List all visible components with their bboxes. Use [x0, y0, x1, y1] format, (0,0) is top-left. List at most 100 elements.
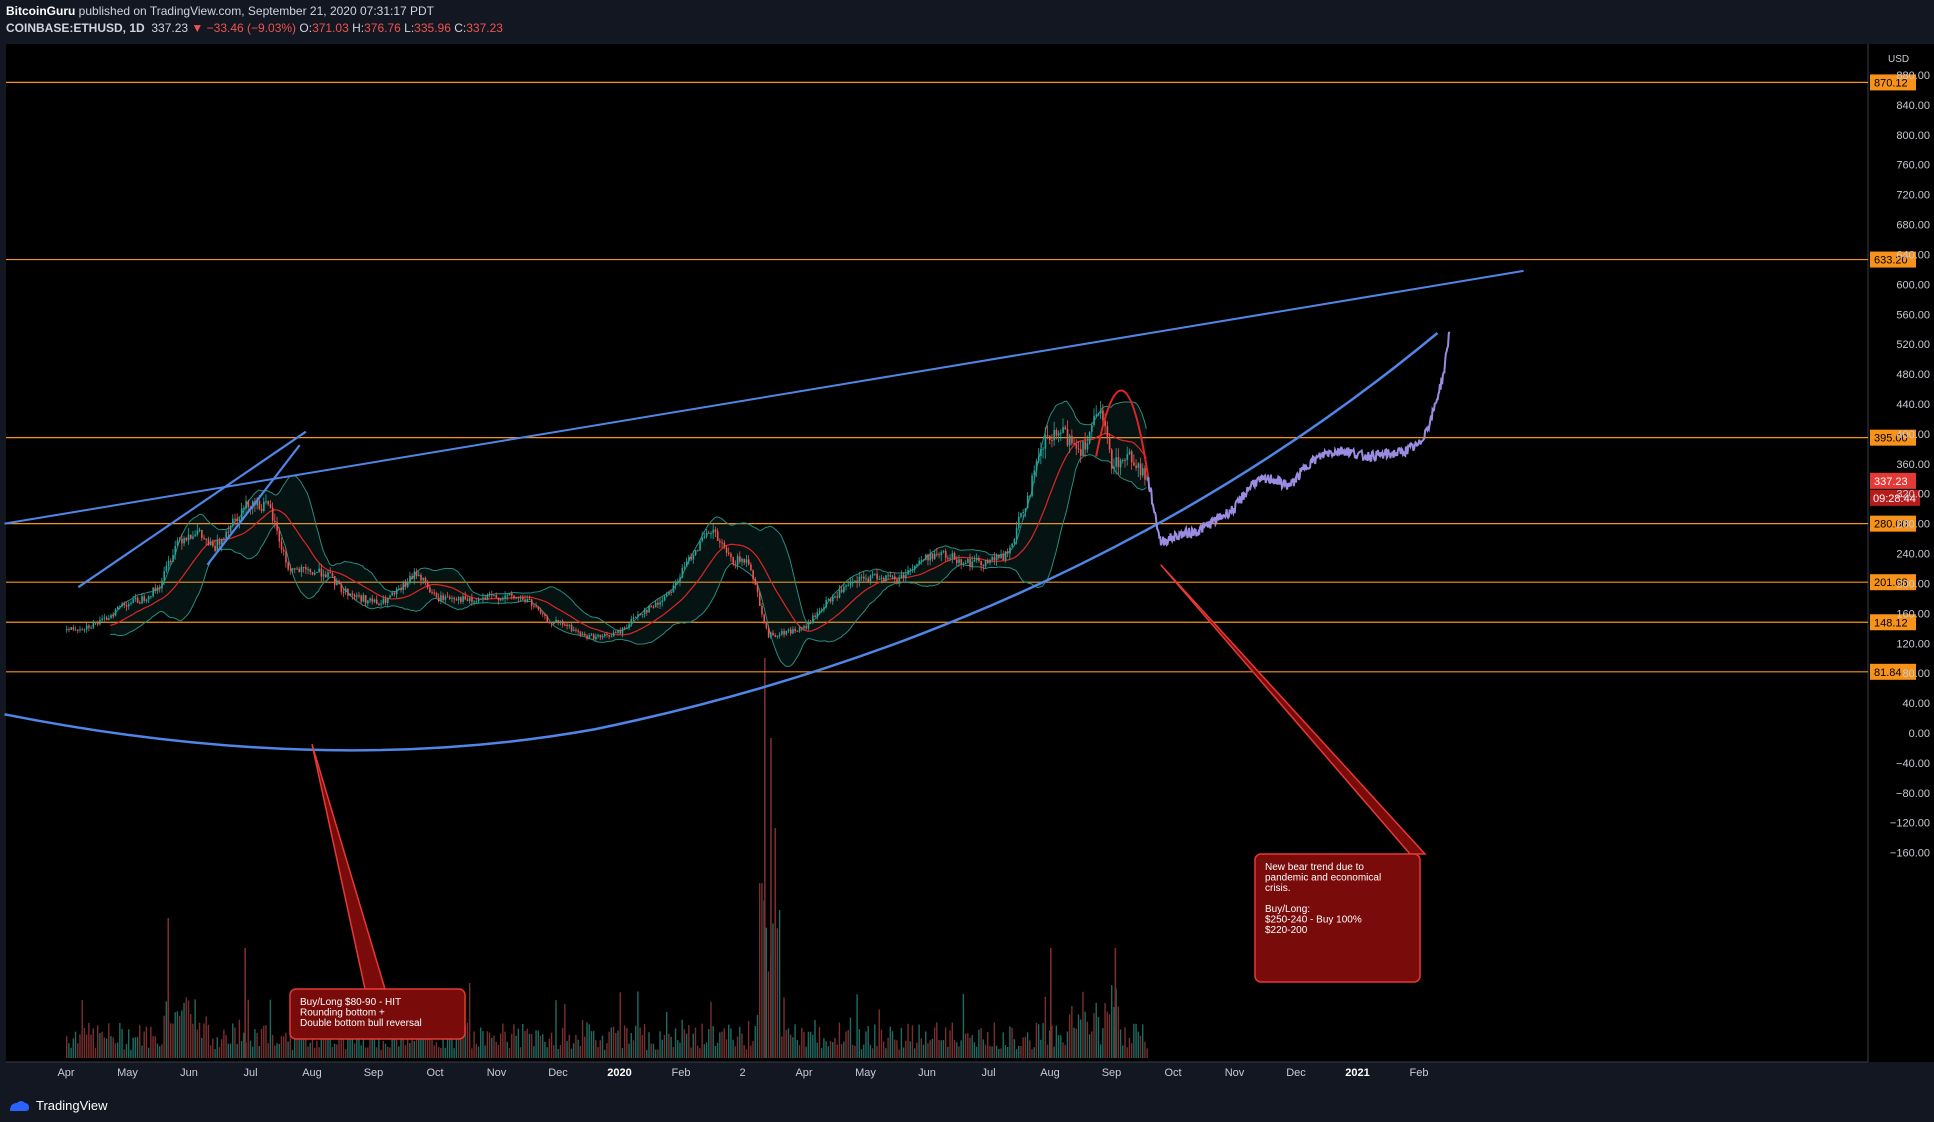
volume-spike-bar [774, 828, 777, 1058]
candle-body [588, 635, 591, 639]
candle-body [546, 616, 549, 623]
volume-bar [393, 1023, 396, 1058]
volume-bar [752, 1041, 754, 1058]
candle-body [513, 595, 515, 598]
volume-bar [506, 1041, 508, 1058]
volume-bar [497, 1044, 500, 1058]
volume-bar [287, 1041, 289, 1058]
time-axis: Apr May Jun Jul Aug Sep Oct Nov Dec 2020 Feb 2 Apr Ma… [57, 1067, 1428, 1079]
candle-body [1068, 435, 1071, 446]
volume-bar [931, 1038, 934, 1058]
candle-body [400, 588, 402, 591]
candle-body [198, 529, 201, 531]
volume-bar [533, 1046, 535, 1058]
volume-bar [1031, 1049, 1033, 1058]
candle-body [298, 568, 301, 573]
volume-bar [446, 1023, 449, 1058]
candle-body [247, 501, 250, 508]
candle-body [796, 630, 799, 632]
price-tick-label: 0.00 [1909, 728, 1930, 740]
candle-body [756, 584, 759, 593]
candle-body [801, 627, 803, 629]
volume-bar [130, 1049, 132, 1058]
volume-bar [163, 1015, 165, 1058]
candle-body [701, 537, 704, 542]
candle-body [832, 596, 834, 602]
candle-body [154, 587, 157, 592]
candle-body [1142, 468, 1144, 476]
down-arrow-icon: ▼ [191, 21, 204, 35]
volume-bar [327, 1028, 329, 1058]
candle-body [418, 574, 420, 577]
candle-body [1053, 430, 1056, 441]
volume-bar [573, 1043, 575, 1058]
candle-body [1091, 425, 1093, 432]
volume-bar [468, 982, 471, 1058]
volume-bar [1029, 1040, 1031, 1058]
candle-body [809, 621, 812, 623]
volume-bar [688, 1025, 690, 1058]
candle-body [685, 561, 688, 567]
candle-body [484, 597, 487, 600]
low-value: 335.96 [414, 21, 451, 35]
volume-bar [590, 1031, 593, 1058]
volume-bar [464, 1025, 466, 1058]
volume-bar [380, 1049, 382, 1058]
candle-body [542, 613, 544, 615]
candle-body [1064, 427, 1067, 430]
bollinger-lower [110, 454, 1147, 668]
volume-bar [406, 1027, 409, 1058]
candle-body [889, 575, 892, 577]
candle-body [550, 623, 553, 625]
volume-bar [827, 1046, 830, 1058]
candle-body [902, 574, 905, 578]
tradingview-brand[interactable]: TradingView [8, 1098, 108, 1113]
volume-bar [871, 1048, 874, 1058]
volume-bar [263, 1025, 265, 1058]
high-label: H: [352, 21, 365, 35]
volume-bar [127, 1029, 130, 1058]
candle-body [462, 596, 464, 602]
candle-body [805, 626, 808, 629]
candle-body [975, 557, 978, 561]
candle-body [1108, 438, 1111, 450]
price-tick-label: 520.00 [1896, 339, 1930, 351]
volume-bar [832, 1042, 834, 1058]
volume-bar [254, 1029, 256, 1058]
volume-bar [588, 1024, 590, 1058]
volume-bar [1082, 991, 1084, 1058]
volume-bar [756, 1014, 759, 1058]
volume-bar [1102, 1028, 1104, 1058]
candle-body [367, 600, 369, 604]
callout-pointer [1160, 564, 1427, 855]
candle-body [1024, 508, 1027, 512]
volume-bar [1035, 1022, 1038, 1058]
candle-body [375, 599, 378, 604]
candle-body [384, 598, 387, 603]
volume-bar [83, 1028, 86, 1058]
volume-bar [499, 1033, 502, 1058]
candle-body [650, 605, 653, 608]
volume-spike-bar [764, 658, 766, 1058]
volume-bar [902, 1047, 905, 1058]
volume-bar [674, 1028, 677, 1058]
candle-body [342, 591, 345, 593]
volume-bar [601, 1035, 604, 1058]
time-tick-label: May [117, 1067, 138, 1079]
candle-body [294, 568, 296, 570]
time-tick-label: Jul [243, 1067, 257, 1079]
candle-body [453, 597, 456, 600]
candle-body [657, 602, 659, 605]
candle-body [652, 607, 655, 609]
candle-body [127, 604, 130, 607]
price-tick-label: −40.00 [1896, 758, 1930, 770]
price-chart[interactable]: 870.12633.20395.00280.00201.68148.1281.8… [0, 40, 1934, 1090]
volume-bar [185, 997, 187, 1058]
candle-body [276, 522, 278, 531]
candle-body [1002, 554, 1005, 561]
time-tick-label: 2020 [607, 1067, 631, 1079]
volume-bar [460, 1031, 462, 1058]
author-name[interactable]: BitcoinGuru [6, 4, 76, 18]
volume-bar [214, 1049, 216, 1058]
